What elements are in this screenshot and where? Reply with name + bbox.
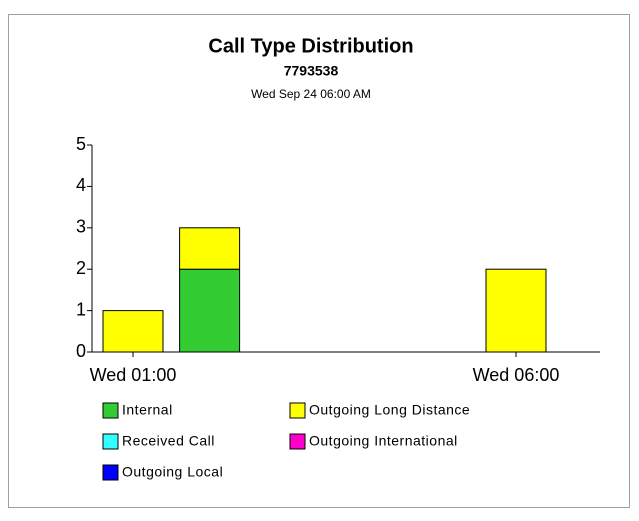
x-tick-label: Wed 06:00 xyxy=(473,365,560,385)
bar-segment xyxy=(102,310,164,353)
chart-subtitle: 7793538 xyxy=(284,63,339,79)
y-tick-label: 5 xyxy=(76,134,86,154)
legend-swatch xyxy=(102,464,119,481)
date-label: Wed Sep 24 06:00 AM xyxy=(251,87,371,101)
legend-label: Outgoing Long Distance xyxy=(309,402,470,418)
y-tick-label: 3 xyxy=(76,217,86,237)
legend-label: Received Call xyxy=(122,433,215,449)
bar-segment xyxy=(179,268,241,353)
bar-segment xyxy=(179,227,241,270)
chart-frame xyxy=(8,14,630,508)
legend-swatch xyxy=(289,433,306,450)
legend-swatch xyxy=(102,433,119,450)
chart-title: Call Type Distribution xyxy=(208,35,413,57)
y-tick-label: 4 xyxy=(76,175,86,195)
x-tick-label: Wed 01:00 xyxy=(90,365,177,385)
bar-segment xyxy=(485,268,547,353)
legend-swatch xyxy=(289,402,306,419)
legend-label: Internal xyxy=(122,402,173,418)
y-tick-label: 1 xyxy=(76,299,86,319)
y-tick-label: 0 xyxy=(76,341,86,361)
legend-label: Outgoing International xyxy=(309,433,458,449)
legend-swatch xyxy=(102,402,119,419)
legend-label: Outgoing Local xyxy=(122,464,223,480)
y-tick-label: 2 xyxy=(76,258,86,278)
